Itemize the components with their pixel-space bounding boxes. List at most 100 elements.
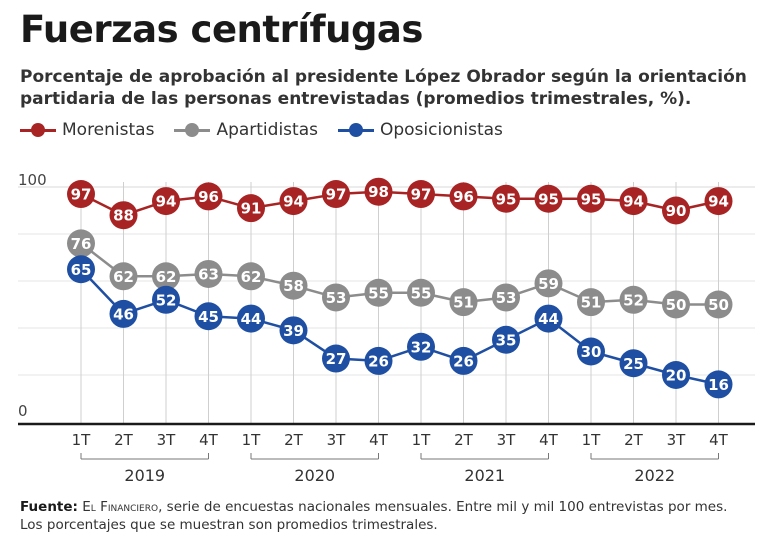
chart-subtitle: Porcentaje de aprobación al presidente L… [20,67,747,109]
data-point [492,283,520,312]
x-tick-label: 4T [539,431,559,449]
data-point [704,370,733,399]
data-point [662,196,690,225]
data-label: 62 [156,268,177,286]
x-tick-label: 1T [72,431,92,449]
x-tick-label: 4T [369,431,389,449]
legend-item-morenistas: Morenistas [20,120,154,140]
x-tick-label: 1T [582,431,602,449]
data-label: 52 [156,291,177,309]
legend-swatch-morenistas [20,123,56,137]
legend-swatch-apartidistas [174,123,211,137]
series-line-oposicionistas [80,268,719,386]
data-label: 53 [496,289,517,307]
data-label: 95 [538,190,559,208]
chart-title: Fuerzas centrífugas [20,8,423,51]
series-line-morenistas [80,190,719,217]
x-tick-label: 3T [667,431,687,449]
data-point [237,194,265,223]
line-chart: 0 100 97 88 94 96 91 94 97 98 97 96 95 95 95 94 90 94 76 62… [18,171,755,485]
legend-swatch-oposicionistas [337,123,374,137]
data-point [237,304,265,333]
footer-note: Fuente: El Financiero, serie de encuesta… [20,498,760,534]
legend-label-apartidistas: Apartidistas [216,120,318,140]
data-point [704,290,733,319]
data-point [364,346,393,375]
data-point [109,201,138,230]
year-label: 2022 [634,466,675,485]
year-label: 2019 [124,466,165,485]
data-point [109,299,138,328]
x-tick-label: 1T [412,431,432,449]
data-label: 44 [538,310,559,328]
data-point [67,255,95,284]
data-point [619,349,648,378]
data-point [407,180,435,209]
data-point [279,187,308,216]
data-point [237,262,265,291]
data-point [152,187,180,216]
x-tick-label: 2T [454,431,474,449]
data-point [152,262,180,291]
data-label: 44 [241,310,262,328]
data-label: 96 [198,188,219,206]
data-label: 55 [368,284,389,302]
data-label: 62 [113,268,134,286]
data-label: 97 [326,186,347,204]
data-point [449,182,478,211]
legend-item-oposicionistas: Oposicionistas [337,120,503,140]
data-label: 95 [496,190,517,208]
data-point [407,332,435,361]
data-label: 76 [71,235,92,253]
data-point [619,285,648,314]
data-label: 16 [708,376,729,394]
data-label: 46 [113,305,134,323]
data-label: 50 [708,296,729,314]
data-label: 94 [283,193,304,211]
data-label: 62 [241,268,262,286]
data-label: 90 [666,202,687,220]
data-point [704,187,733,216]
data-label: 51 [453,294,474,312]
data-point [67,229,95,258]
x-tick-label: 2T [624,431,644,449]
data-label: 39 [283,322,304,340]
legend: Morenistas Apartidistas Oposicionistas [20,120,503,140]
data-label: 30 [581,343,602,361]
data-point [152,285,180,314]
data-label: 91 [241,200,262,218]
legend-label-oposicionistas: Oposicionistas [379,120,503,140]
data-point [322,344,350,373]
data-point [364,177,393,206]
data-label: 27 [326,350,347,368]
data-point [109,262,138,291]
series-line-apartidistas [80,242,719,306]
footer-text-1: , serie de encuestas nacionales mensuale… [158,499,728,515]
data-label: 88 [113,207,134,225]
year-label: 2021 [464,466,505,485]
y-tick-label-100: 100 [18,171,47,189]
data-label: 59 [538,275,559,293]
footer-text-2: Los porcentajes que se muestran son prom… [20,517,438,533]
x-tick-label: 3T [157,431,177,449]
data-point [279,316,308,345]
data-point [577,288,605,317]
x-tick-label: 4T [709,431,729,449]
x-tick-label: 3T [327,431,347,449]
data-point [662,290,690,319]
data-label: 35 [496,331,517,349]
data-point [492,325,520,354]
data-label: 97 [71,186,92,204]
data-label: 55 [411,284,432,302]
data-label: 94 [156,193,177,211]
data-point [534,304,563,333]
data-point [194,259,223,288]
data-label: 65 [71,261,92,279]
data-label: 58 [283,277,304,295]
data-point [194,182,223,211]
data-label: 45 [198,308,219,326]
footer-label: Fuente: [20,499,78,515]
data-point [279,271,308,300]
data-label: 50 [666,296,687,314]
data-point [449,288,478,317]
